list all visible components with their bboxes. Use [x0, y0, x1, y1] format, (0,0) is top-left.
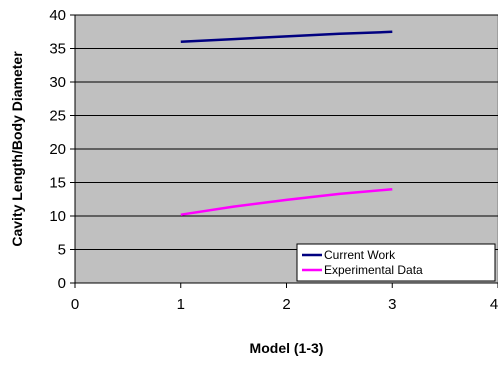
x-tick-label: 4	[490, 296, 498, 313]
y-tick-label: 35	[49, 41, 66, 58]
y-tick-label: 25	[49, 108, 66, 125]
x-tick-label: 0	[71, 296, 79, 313]
y-axis-title: Cavity Length/Body Diameter	[9, 51, 25, 247]
y-tick-label: 5	[58, 242, 66, 259]
legend-label: Experimental Data	[324, 263, 423, 277]
legend-label: Current Work	[324, 248, 396, 262]
y-tick-label: 30	[49, 74, 66, 91]
y-tick-labels: 0 5 10 15 20 25 30 35 40	[49, 7, 66, 292]
x-tick-label: 2	[282, 296, 290, 313]
y-tick-label: 15	[49, 175, 66, 192]
x-axis-title: Model (1-3)	[250, 340, 324, 356]
y-tick-label: 10	[49, 208, 66, 225]
y-tick-label: 20	[49, 141, 66, 158]
x-tick-labels: 0 1 2 3 4	[71, 296, 498, 313]
y-tick-label: 0	[58, 275, 66, 292]
x-tick-label: 1	[177, 296, 185, 313]
y-tick-label: 40	[49, 7, 66, 24]
x-tick-label: 3	[388, 296, 396, 313]
